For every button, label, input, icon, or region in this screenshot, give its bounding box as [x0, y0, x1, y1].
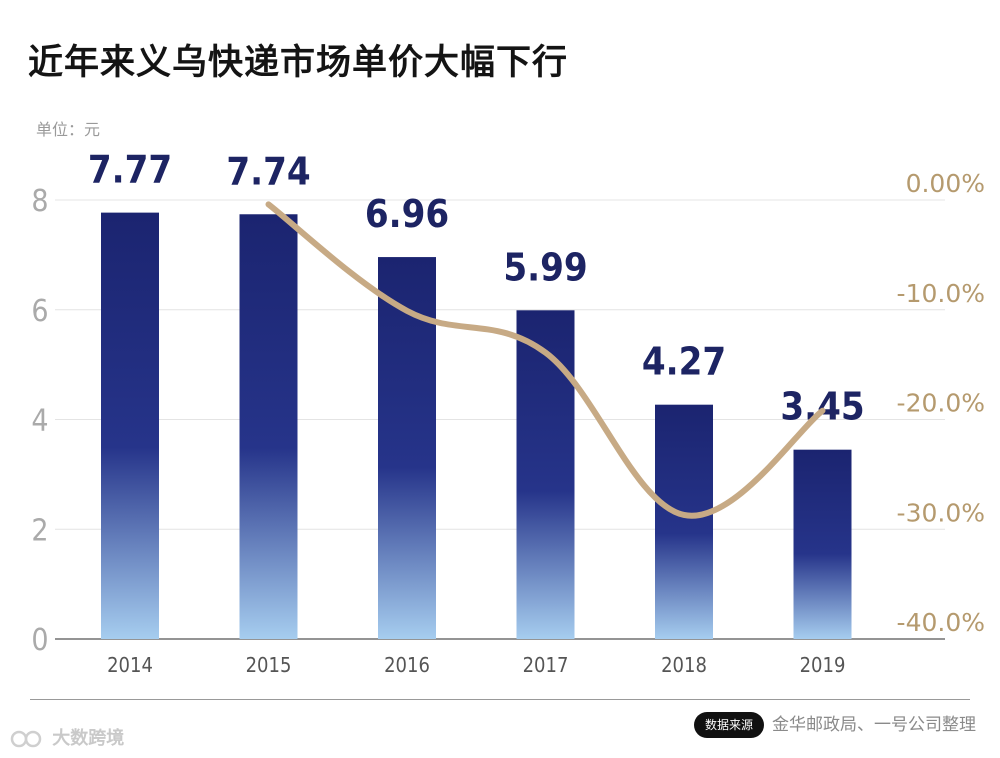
y2-tick-label: -10.0% — [897, 279, 985, 308]
x-tick-label: 2019 — [800, 653, 846, 677]
y-tick-label: 0 — [31, 623, 48, 658]
x-tick-label: 2014 — [107, 653, 153, 677]
source-text: 金华邮政局、一号公司整理 — [772, 715, 976, 735]
data-label: 6.96 — [365, 192, 449, 236]
x-tick-label: 2017 — [523, 653, 569, 677]
combo-chart: 0 2 4 6 8 -40.0% -30.0% -20.0% -10.0% 0.00% 7.77 20… — [30, 148, 985, 700]
bar — [655, 404, 713, 639]
data-label: 7.77 — [88, 148, 172, 192]
data-label: 5.99 — [503, 245, 587, 289]
y2-tick-label: 0.00% — [906, 169, 985, 198]
y2-tick-label: -40.0% — [897, 608, 985, 637]
y-tick-label: 6 — [31, 294, 48, 329]
chart-title: 近年来义乌快递市场单价大幅下行 — [28, 43, 569, 83]
y-tick-label: 4 — [31, 404, 48, 439]
watermark: 大数跨境 — [10, 724, 124, 750]
bar — [516, 310, 575, 639]
y-tick-label: 2 — [31, 513, 48, 548]
bar — [239, 214, 298, 639]
y-tick-label: 8 — [31, 184, 48, 219]
bar — [101, 212, 159, 639]
bar — [793, 449, 852, 639]
watermark-logo-icon — [10, 730, 42, 748]
x-tick-label: 2016 — [384, 653, 430, 677]
unit-label: 单位：元 — [36, 120, 101, 139]
bar — [378, 257, 436, 639]
change-line — [265, 201, 826, 519]
data-label: 7.74 — [226, 149, 310, 193]
watermark-text: 大数跨境 — [52, 728, 125, 749]
data-label: 4.27 — [642, 340, 726, 384]
x-tick-label: 2018 — [661, 653, 707, 677]
source-badge: 数据来源 — [694, 712, 764, 738]
data-label: 3.45 — [780, 385, 864, 429]
y2-tick-label: -30.0% — [897, 498, 985, 527]
x-tick-label: 2015 — [246, 653, 292, 677]
y2-tick-label: -20.0% — [897, 389, 985, 418]
